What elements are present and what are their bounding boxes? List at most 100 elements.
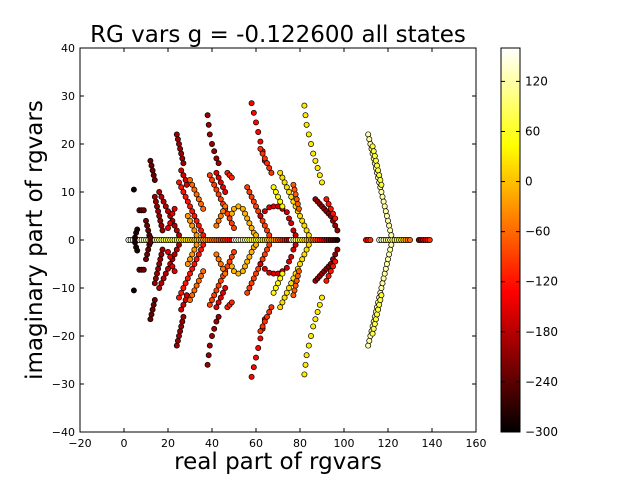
scatter-point	[379, 280, 386, 287]
scatter-point	[292, 191, 299, 198]
scatter-point	[248, 280, 255, 287]
scatter-point	[206, 131, 213, 138]
scatter-point	[302, 361, 309, 368]
scatter-point	[160, 198, 167, 205]
scatter-point	[255, 265, 262, 272]
scatter-point	[180, 189, 187, 195]
scatter-point	[381, 203, 388, 210]
scatter-point	[283, 184, 290, 191]
y-tick-label: 20	[61, 138, 75, 151]
scatter-point	[147, 239, 154, 246]
scatter-point	[246, 189, 253, 195]
scatter-point	[388, 241, 395, 248]
scatter-point	[173, 246, 180, 253]
scatter-point	[301, 251, 308, 258]
scatter-point	[187, 217, 193, 224]
scatter-point	[301, 102, 308, 109]
scatter-point	[261, 222, 268, 229]
scatter-point	[305, 342, 312, 349]
scatter-point	[156, 213, 163, 219]
scatter-point	[211, 181, 218, 188]
scatter-point	[151, 177, 158, 183]
x-tick-label: 40	[205, 437, 219, 450]
scatter-point	[187, 203, 193, 210]
scatter-point	[213, 155, 220, 162]
scatter-point	[380, 198, 387, 205]
scatter-point	[174, 337, 181, 344]
scatter-point	[217, 261, 224, 267]
scatter-point	[302, 112, 309, 119]
scatter-point	[279, 174, 286, 181]
scatter-point	[378, 285, 385, 291]
scatter-point	[198, 273, 204, 279]
scatter-point	[277, 169, 284, 176]
scatter-point	[248, 193, 255, 200]
scatter-point	[209, 333, 215, 339]
scatter-point	[286, 258, 292, 265]
scatter-point	[217, 179, 224, 186]
scatter-point	[303, 352, 310, 359]
colorbar-gradient	[501, 48, 520, 432]
scatter-point	[319, 179, 325, 186]
scatter-point	[250, 109, 257, 116]
scatter-point	[220, 265, 226, 272]
scatter-point	[291, 186, 298, 193]
scatter-point	[268, 169, 275, 176]
scatter-point	[377, 177, 384, 183]
scatter-point	[297, 261, 303, 267]
scatter-point	[246, 285, 253, 291]
scatter-point	[253, 232, 259, 239]
scatter-point	[275, 193, 281, 200]
scatter-point	[261, 265, 268, 272]
scatter-point	[213, 287, 220, 294]
scatter-point	[156, 285, 163, 291]
scatter-point	[301, 371, 308, 378]
scatter-point	[385, 217, 391, 224]
scatter-point	[264, 160, 270, 167]
scatter-point	[310, 323, 317, 330]
scatter-point	[200, 205, 207, 212]
scatter-point	[253, 203, 259, 210]
scatter-point	[200, 241, 207, 248]
scatter-point	[266, 165, 273, 171]
scatter-point	[177, 145, 184, 152]
y-axis-ticks: −40 −30 −20 −10 0 10 20 30 40	[52, 42, 476, 439]
scatter-point	[195, 251, 202, 258]
scatter-point	[277, 198, 284, 205]
scatter-point	[217, 294, 224, 301]
y-tick-label: 10	[61, 186, 75, 199]
scatter-point	[327, 268, 334, 275]
scatter-point	[382, 265, 389, 272]
scatter-point	[198, 246, 204, 253]
scatter-point	[215, 191, 222, 198]
scatter-point	[259, 323, 266, 330]
scatter-point	[385, 256, 391, 263]
scatter-point	[187, 297, 193, 303]
scatter-point	[158, 193, 165, 200]
scatter-point	[191, 287, 198, 294]
scatter-point	[215, 313, 222, 320]
scatter-point	[228, 263, 235, 270]
scatter-point	[244, 289, 251, 296]
colorbar-frame	[500, 47, 521, 433]
scatter-point	[200, 268, 207, 275]
scatter-point	[189, 292, 196, 299]
scatter-point	[383, 213, 390, 219]
x-tick-label: 20	[161, 437, 175, 450]
scatter-point	[372, 316, 379, 323]
scatter-point	[148, 162, 155, 169]
scatter-point	[305, 241, 312, 248]
scatter-point	[332, 222, 339, 229]
scatter-point	[193, 282, 200, 289]
scatter-point	[198, 201, 204, 207]
y-tick-label: 0	[68, 234, 75, 247]
scatter-point	[162, 203, 169, 210]
scatter-point	[257, 328, 264, 335]
scatter-point	[370, 148, 377, 155]
scatter-point	[167, 253, 174, 260]
x-tick-label: 140	[422, 437, 443, 450]
scatter-point	[211, 325, 218, 332]
x-tick-label: −20	[68, 437, 91, 450]
scatter-point	[184, 275, 191, 282]
scatter-point	[177, 328, 184, 335]
